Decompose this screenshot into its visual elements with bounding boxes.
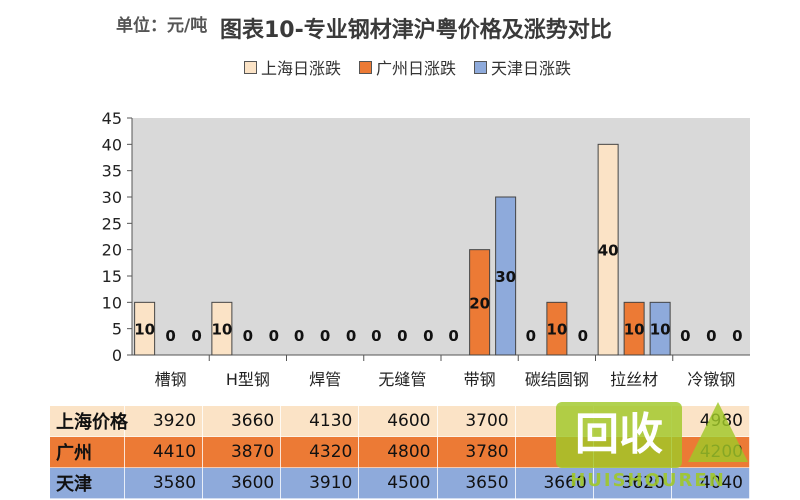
price-cell: 3910 [280, 467, 360, 499]
bar [649, 301, 671, 356]
price-cell: 3650 [437, 467, 516, 499]
data-label: 10 [211, 321, 232, 339]
y-tick-label: 25 [102, 214, 122, 233]
legend-label-shanghai: 上海日涨跌 [261, 59, 342, 78]
x-tick-label: 碳结圆钢 [525, 370, 589, 389]
bar [211, 301, 233, 356]
x-tick-label: 拉丝材 [610, 370, 658, 389]
legend-label-tianjin: 天津日涨跌 [491, 59, 572, 78]
price-row-city: 广州 [50, 436, 125, 468]
data-label: 0 [294, 327, 304, 345]
data-label: 0 [191, 327, 201, 345]
price-cell: 4130 [280, 406, 360, 437]
bar [134, 301, 156, 356]
legend-swatch-shanghai [244, 60, 257, 74]
price-cell: 4500 [358, 467, 438, 499]
price-cell: 4320 [280, 436, 360, 468]
y-tick-label: 45 [102, 109, 122, 128]
price-cell: 3870 [202, 436, 282, 468]
data-label: 0 [526, 327, 536, 345]
price-cell [593, 436, 672, 468]
data-label: 0 [269, 327, 279, 345]
y-tick-label: 35 [102, 162, 122, 181]
data-label: 0 [448, 327, 458, 345]
price-cell: 3660 [202, 406, 282, 437]
data-label: 0 [243, 327, 253, 345]
x-tick-label: 带钢 [464, 370, 496, 389]
bar [546, 301, 568, 356]
bar [469, 249, 491, 356]
x-tick-label: 焊管 [309, 370, 341, 389]
price-row-city: 天津 [50, 467, 125, 499]
chart-title: 图表10-专业钢材津沪粤价格及涨势对比 [220, 18, 612, 43]
data-label: 0 [732, 327, 742, 345]
price-row: 广州 4410 3870 4320 4800 3780 4200 [50, 436, 751, 468]
price-cell [515, 406, 594, 437]
y-tick-label: 5 [112, 320, 122, 339]
data-label: 0 [397, 327, 407, 345]
y-tick-label: 10 [102, 293, 122, 312]
data-label: 0 [706, 327, 716, 345]
plot-area [132, 118, 750, 355]
price-cell: 4200 [671, 436, 751, 468]
y-tick-label: 20 [102, 241, 122, 260]
y-tick-label: 40 [102, 135, 122, 154]
y-tick-label: 0 [112, 346, 122, 365]
x-tick-label: 无缝管 [378, 370, 426, 389]
legend-item-tianjin: 天津日涨跌 [474, 55, 571, 79]
legend-item-shanghai: 上海日涨跌 [244, 55, 341, 79]
data-label: 30 [495, 268, 516, 286]
data-label: 0 [320, 327, 330, 345]
price-row: 上海价格 3920 3660 4130 4600 3700 4980 [50, 406, 751, 437]
data-label: 10 [546, 321, 567, 339]
y-tick-label: 15 [102, 267, 122, 286]
legend-label-guangzhou: 广州日涨跌 [376, 59, 457, 78]
data-label: 10 [134, 321, 155, 339]
data-label: 40 [598, 242, 619, 260]
price-cell: 4040 [671, 467, 751, 499]
data-label: 20 [469, 294, 490, 312]
price-cell: 4410 [124, 436, 204, 468]
price-cell: 3780 [437, 436, 516, 468]
data-label: 0 [346, 327, 356, 345]
price-cell: 3600 [202, 467, 282, 499]
legend-item-guangzhou: 广州日涨跌 [359, 55, 456, 79]
data-label: 0 [680, 327, 690, 345]
data-label: 10 [624, 321, 645, 339]
legend-swatch-guangzhou [359, 60, 373, 74]
unit-label: 单位：元/吨 [116, 16, 208, 36]
bar [495, 196, 517, 356]
y-tick-label: 30 [102, 188, 122, 207]
price-row: 天津 3580 3600 3910 4500 3650 3660 3620 4040 [50, 467, 751, 499]
x-tick-label: 冷镦钢 [687, 370, 735, 389]
price-cell [593, 406, 672, 437]
data-label: 0 [423, 327, 433, 345]
data-label: 0 [578, 327, 588, 345]
price-cell [515, 436, 594, 468]
bar [597, 143, 619, 356]
price-cell: 3580 [124, 467, 204, 499]
data-label: 0 [371, 327, 381, 345]
bar [623, 301, 645, 356]
price-table: 上海价格 3920 3660 4130 4600 3700 4980 广州 4410 3870 43… [50, 406, 751, 499]
legend: 上海日涨跌 广州日涨跌 天津日涨跌 [244, 56, 571, 78]
legend-swatch-tianjin [474, 60, 488, 74]
data-label: 0 [165, 327, 175, 345]
price-row-city: 上海价格 [50, 406, 128, 437]
x-tick-label: H型钢 [226, 370, 270, 389]
price-cell: 4800 [358, 436, 438, 468]
price-cell: 3920 [124, 406, 204, 437]
price-cell: 3620 [593, 467, 672, 499]
price-cell: 3700 [437, 406, 516, 437]
price-cell: 4980 [671, 406, 751, 437]
price-cell: 3660 [515, 467, 594, 499]
data-label: 10 [650, 321, 671, 339]
price-cell: 4600 [358, 406, 438, 437]
x-tick-label: 槽钢 [155, 370, 187, 389]
